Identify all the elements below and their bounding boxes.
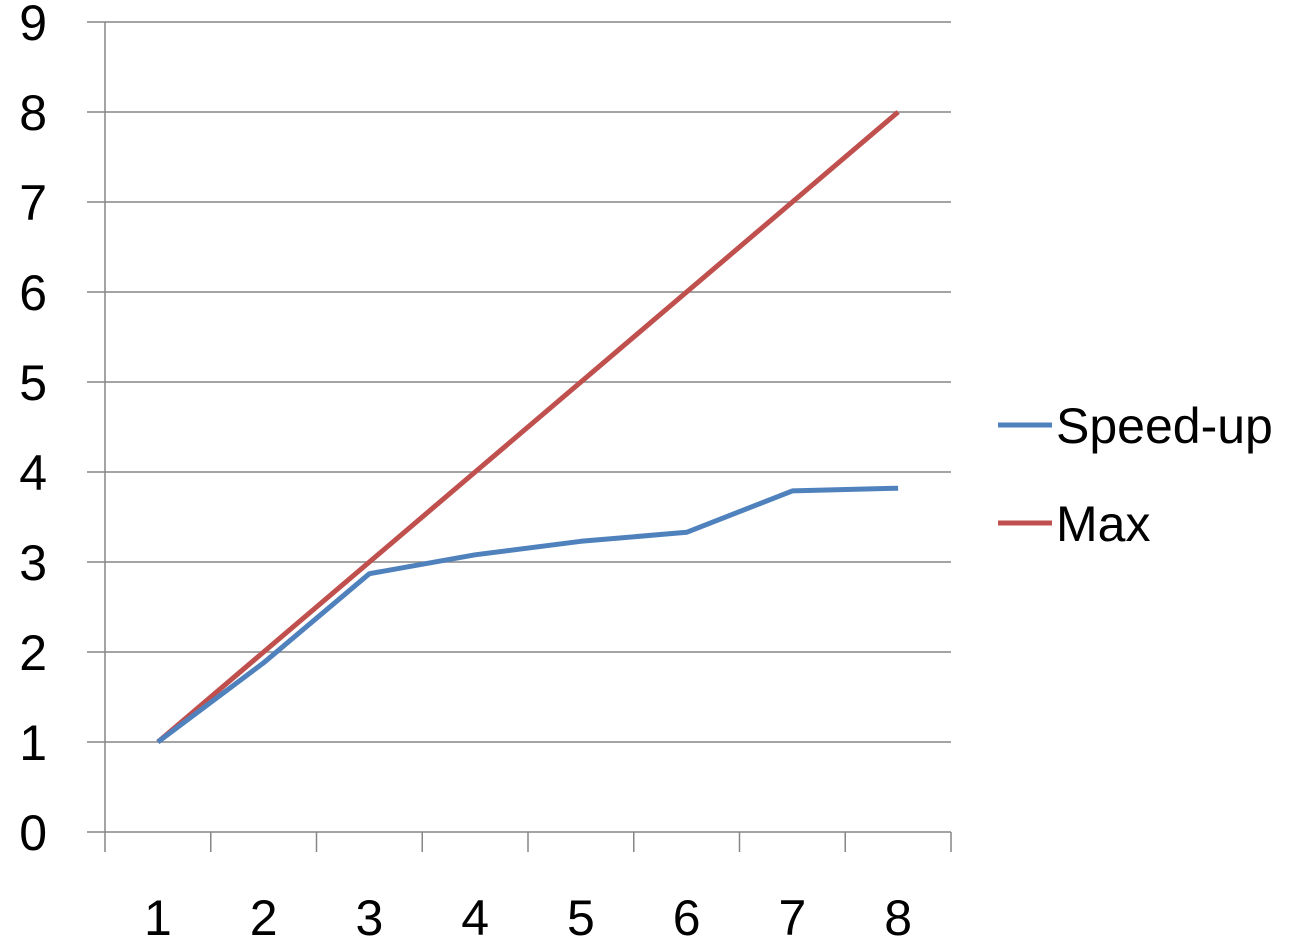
x-tick-label: 3: [355, 890, 383, 943]
tick-labels: 0 1 2 3 4 5 6 7 8 9 1 2 3 4 5 6 7 8: [19, 0, 912, 943]
y-tick-label: 0: [19, 805, 47, 861]
y-tick-label: 7: [19, 175, 47, 231]
y-tick-label: 8: [19, 85, 47, 141]
legend-label: Max: [1056, 496, 1150, 552]
y-tick-label: 1: [19, 715, 47, 771]
y-tick-label: 9: [19, 0, 47, 51]
x-tick-label: 6: [673, 890, 701, 943]
y-tick-label: 4: [19, 445, 47, 501]
x-tick-label: 2: [250, 890, 278, 943]
legend-label: Speed-up: [1056, 398, 1273, 454]
series-line-max: [156, 110, 900, 744]
y-tick-label: 3: [19, 535, 47, 591]
legend: Speed-up Max: [998, 398, 1273, 552]
series-line-speed-up: [156, 485, 899, 745]
x-tick-label: 1: [144, 890, 172, 943]
series-lines: [156, 110, 900, 745]
axes: [87, 21, 952, 852]
y-tick-label: 6: [19, 265, 47, 321]
y-tick-label: 5: [19, 355, 47, 411]
x-tick-label: 5: [567, 890, 595, 943]
gridlines: [105, 21, 951, 743]
y-tick-label: 2: [19, 625, 47, 681]
x-tick-label: 7: [778, 890, 806, 943]
x-tick-label: 8: [884, 890, 912, 943]
x-tick-label: 4: [461, 890, 489, 943]
